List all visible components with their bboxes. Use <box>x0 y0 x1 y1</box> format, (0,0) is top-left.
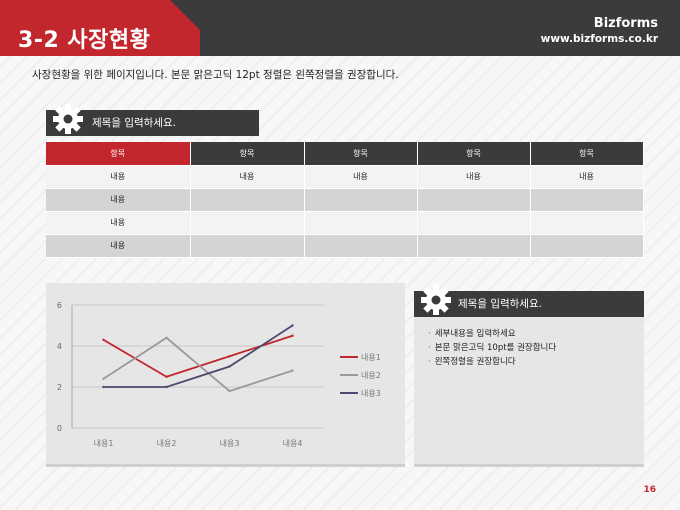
y-tick-label: 0 <box>57 424 62 433</box>
legend-label: 내용1 <box>361 353 381 362</box>
data-point <box>228 355 231 358</box>
data-point <box>165 375 168 378</box>
table-cell: 내용 <box>304 165 418 189</box>
table-header-row: 항목 항목 항목 항목 항목 <box>46 142 644 166</box>
table-cell <box>530 211 644 235</box>
table-cell <box>190 211 305 235</box>
bullets-panel: 세부내용을 입력하세요 본문 맑은고딕 10pt를 권장합니다 왼쪽정렬을 권장… <box>414 317 644 467</box>
data-point <box>291 369 294 372</box>
table-cell <box>417 234 531 258</box>
data-point <box>102 377 105 380</box>
gear-icon <box>53 104 83 134</box>
table-cell: 내용 <box>46 188 191 212</box>
brand: Bizforms www.bizforms.co.kr <box>541 16 658 46</box>
page-number: 16 <box>643 485 656 495</box>
table-cell <box>530 234 644 258</box>
table-cell <box>417 211 531 235</box>
table-cell <box>190 188 305 212</box>
data-point <box>102 338 105 342</box>
table-cell <box>304 234 418 258</box>
legend-label: 내용2 <box>361 371 381 380</box>
table-cell: 내용 <box>46 165 191 189</box>
list-item: 본문 맑은고딕 10pt를 권장합니다 <box>428 341 644 355</box>
table-row: 내용 <box>46 234 644 258</box>
section-header-bullets: 제목을 입력하세요. <box>414 285 644 317</box>
table-cell <box>304 188 418 212</box>
data-point <box>228 365 231 368</box>
data-table: 항목 항목 항목 항목 항목 내용 내용 내용 내용 내용 내용 내용 내용 <box>46 142 644 258</box>
table-cell: 내용 <box>46 234 191 258</box>
table-header-cell: 항목 <box>46 142 191 166</box>
table-row: 내용 내용 내용 내용 내용 <box>46 165 644 189</box>
table-cell: 내용 <box>530 165 644 189</box>
y-tick-label: 2 <box>57 383 62 392</box>
table-header-cell: 항목 <box>190 142 305 166</box>
data-point <box>291 324 294 327</box>
series-line <box>103 324 293 388</box>
header-red-block <box>0 0 200 56</box>
data-point <box>291 334 294 337</box>
legend-label: 내용3 <box>361 389 381 398</box>
series-line <box>103 334 293 378</box>
section-header-table: 제목을 입력하세요. <box>46 104 259 136</box>
table-cell <box>530 188 644 212</box>
table-cell: 내용 <box>417 165 531 189</box>
table-row: 내용 <box>46 188 644 212</box>
table-row: 내용 <box>46 211 644 235</box>
header-bar: 3-2 사장현황 Bizforms www.bizforms.co.kr <box>0 0 680 56</box>
data-point <box>102 385 105 389</box>
series-line <box>103 336 293 393</box>
y-tick-label: 4 <box>57 342 62 351</box>
gear-icon <box>421 285 451 315</box>
list-item: 왼쪽정렬을 권장합니다 <box>428 355 644 369</box>
brand-name: Bizforms <box>593 16 658 31</box>
x-tick-label: 내용1 <box>94 439 114 448</box>
bullet-list: 세부내용을 입력하세요 본문 맑은고딕 10pt를 권장합니다 왼쪽정렬을 권장… <box>414 317 644 369</box>
intro-text: 사장현황을 위한 페이지입니다. 본문 맑은고딕 12pt 정렬은 왼쪽정렬을 … <box>32 69 399 81</box>
x-tick-label: 내용2 <box>157 439 177 448</box>
data-point <box>228 389 231 393</box>
line-chart: 0 2 4 6 내용1 내용2 내용3 내용4 내용1 내용2 내용3 <box>57 301 381 448</box>
list-item: 세부내용을 입력하세요 <box>428 327 644 341</box>
page-title: 3-2 사장현황 <box>18 28 151 53</box>
data-point <box>165 336 168 339</box>
table-header-cell: 항목 <box>417 142 531 166</box>
x-tick-label: 내용4 <box>283 439 303 448</box>
data-point <box>165 385 168 389</box>
table-cell: 내용 <box>190 165 305 189</box>
section-title: 제목을 입력하세요. <box>458 298 542 310</box>
table-cell <box>190 234 305 258</box>
table-header-cell: 항목 <box>530 142 644 166</box>
x-tick-label: 내용3 <box>220 439 240 448</box>
table-cell <box>304 211 418 235</box>
brand-url: www.bizforms.co.kr <box>540 33 658 45</box>
table-cell <box>417 188 531 212</box>
y-tick-label: 6 <box>57 301 62 310</box>
table-header-cell: 항목 <box>304 142 418 166</box>
table-cell: 내용 <box>46 211 191 235</box>
section-title: 제목을 입력하세요. <box>92 117 176 129</box>
chart-panel: 0 2 4 6 내용1 내용2 내용3 내용4 내용1 내용2 내용3 <box>46 283 405 467</box>
